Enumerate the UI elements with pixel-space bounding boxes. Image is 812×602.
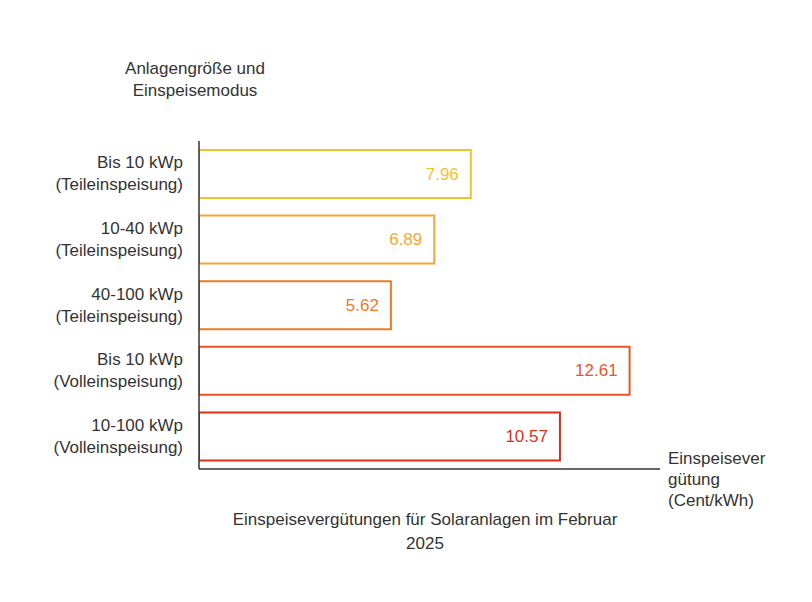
svg-text:(Teileinspeisung): (Teileinspeisung) [55,307,183,326]
svg-text:10-100 kWp: 10-100 kWp [91,416,183,435]
svg-text:(Teileinspeisung): (Teileinspeisung) [55,175,183,194]
svg-text:(Teileinspeisung): (Teileinspeisung) [55,241,183,260]
svg-text:(Volleinspeisung): (Volleinspeisung) [54,438,183,457]
svg-text:12.61: 12.61 [575,361,618,380]
svg-text:10.57: 10.57 [505,427,548,446]
html-text:Anlagengröße und: Anlagengröße und [125,59,265,78]
html-text:2025: 2025 [406,534,444,553]
svg-text:Bis 10 kWp: Bis 10 kWp [97,153,183,172]
html-text:gütung: gütung [668,470,720,489]
svg-text:Bis 10 kWp: Bis 10 kWp [97,350,183,369]
svg-text:5.62: 5.62 [346,296,379,315]
html-text:(Cent/kWh): (Cent/kWh) [668,491,754,510]
svg-text:(Volleinspeisung): (Volleinspeisung) [54,372,183,391]
html-text:Einspeisemodus: Einspeisemodus [132,81,258,100]
html-text:Einspeisever: Einspeisever [668,449,766,468]
svg-text:7.96: 7.96 [426,165,459,184]
svg-text:6.89: 6.89 [389,230,422,249]
svg-text:40-100 kWp: 40-100 kWp [91,285,183,304]
html-text:Einspeisevergütungen für Solar: Einspeisevergütungen für Solaranlagen im… [232,510,618,529]
svg-text:10-40 kWp: 10-40 kWp [101,219,183,238]
